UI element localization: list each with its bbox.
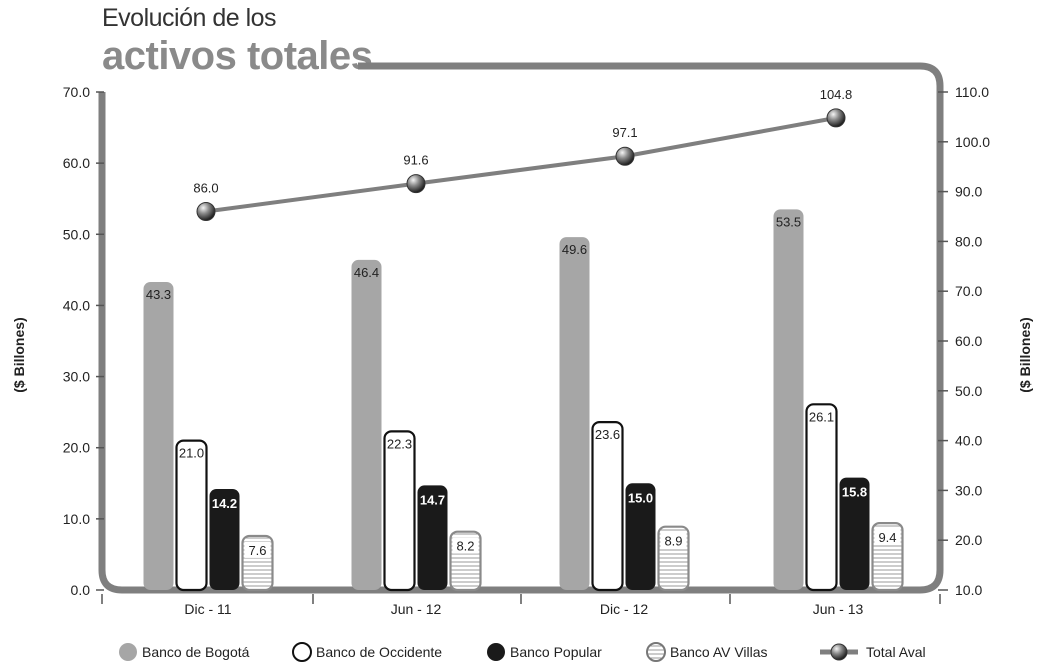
y-tick-label: 50.0 [63, 226, 90, 242]
y-tick-label: 0.0 [71, 582, 91, 598]
bar-data-label: 14.7 [420, 492, 445, 507]
bar-data-label: 22.3 [387, 436, 412, 451]
data-label-bg [244, 541, 271, 558]
line-point [196, 202, 216, 222]
data-label-bg [452, 537, 479, 554]
legend-marker [830, 643, 848, 661]
y2-tick-label: 80.0 [955, 233, 982, 249]
bar-data-label: 26.1 [809, 409, 834, 424]
y-tick-label: 60.0 [63, 155, 90, 171]
bar [559, 237, 590, 591]
data-label-bg [874, 529, 901, 546]
bar [209, 488, 240, 590]
bar [805, 403, 838, 592]
y2-tick-label: 10.0 [955, 582, 982, 598]
line-point [826, 108, 846, 128]
legend-swatch [487, 643, 505, 661]
chart-frame [98, 62, 944, 594]
line-data-label: 104.8 [820, 87, 853, 102]
x-tick-label: Dic - 12 [600, 601, 648, 617]
legend-swatch [119, 643, 137, 661]
bar [175, 439, 208, 592]
legend-swatch [646, 642, 666, 662]
y-tick-label: 70.0 [63, 84, 90, 100]
bar-data-label: 46.4 [354, 265, 379, 280]
y2-tick-label: 30.0 [955, 482, 982, 498]
y2-axis-title: ($ Billones) [1017, 317, 1033, 392]
legend-label: Total Aval [866, 644, 926, 660]
bar [351, 259, 382, 590]
y2-tick-label: 90.0 [955, 184, 982, 200]
y2-tick-label: 110.0 [955, 84, 989, 100]
line-data-label: 91.6 [403, 153, 428, 168]
legend-label: Banco Popular [510, 644, 602, 660]
bar-data-label: 15.8 [842, 485, 867, 500]
x-tick-label: Jun - 13 [813, 601, 864, 617]
bar-data-label: 21.0 [179, 446, 204, 461]
bar [383, 430, 416, 592]
y-tick-label: 20.0 [63, 440, 90, 456]
y-tick-label: 40.0 [63, 297, 90, 313]
line-data-label: 86.0 [193, 181, 218, 196]
bar-data-label: 53.5 [776, 214, 801, 229]
line-point [406, 174, 426, 194]
y2-tick-label: 50.0 [955, 383, 982, 399]
bar-data-label: 9.4 [878, 530, 896, 545]
y-axis-title: ($ Billones) [11, 317, 27, 392]
bar [773, 209, 804, 590]
y2-tick-label: 100.0 [955, 134, 990, 150]
bar-data-label: 8.2 [456, 539, 474, 554]
data-label-bg [660, 532, 687, 549]
bar-data-label: 49.6 [562, 242, 587, 257]
legend-label: Banco AV Villas [670, 644, 768, 660]
total-aval-line [205, 115, 837, 214]
legend-label: Banco de Bogotá [142, 644, 250, 660]
bar [839, 477, 870, 590]
chart-title-line2: activos totales [102, 34, 373, 78]
bar-data-label: 7.6 [248, 543, 266, 558]
y-tick-label: 10.0 [63, 511, 90, 527]
bar [591, 421, 624, 592]
legend-label: Banco de Occidente [316, 644, 442, 660]
bar-data-label: 8.9 [664, 534, 682, 549]
line-point [615, 146, 635, 166]
bar [417, 485, 448, 590]
chart-title-line1: Evolución de los [102, 4, 277, 32]
y2-tick-label: 60.0 [955, 333, 982, 349]
legend-swatch [292, 642, 312, 662]
x-tick-label: Dic - 11 [184, 601, 231, 617]
line-data-label: 97.1 [612, 125, 637, 140]
bar-data-label: 43.3 [146, 287, 171, 302]
y2-tick-label: 70.0 [955, 283, 982, 299]
bar-data-label: 23.6 [595, 427, 620, 442]
bar-data-label: 15.0 [628, 490, 653, 505]
bar [625, 483, 656, 590]
bar [143, 281, 174, 590]
x-tick-label: Jun - 12 [391, 601, 442, 617]
y-tick-label: 30.0 [63, 369, 90, 385]
y2-tick-label: 20.0 [955, 532, 982, 548]
bar-data-label: 14.2 [212, 496, 237, 511]
y2-tick-label: 40.0 [955, 433, 982, 449]
